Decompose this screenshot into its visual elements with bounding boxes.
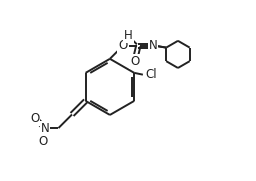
Text: Cl: Cl <box>146 68 157 81</box>
Text: N: N <box>40 122 49 134</box>
Text: O: O <box>38 135 48 148</box>
Text: N: N <box>149 39 157 52</box>
Text: H: H <box>124 29 133 42</box>
Text: O: O <box>118 39 127 52</box>
Text: O: O <box>30 112 39 125</box>
Text: O: O <box>130 55 139 68</box>
